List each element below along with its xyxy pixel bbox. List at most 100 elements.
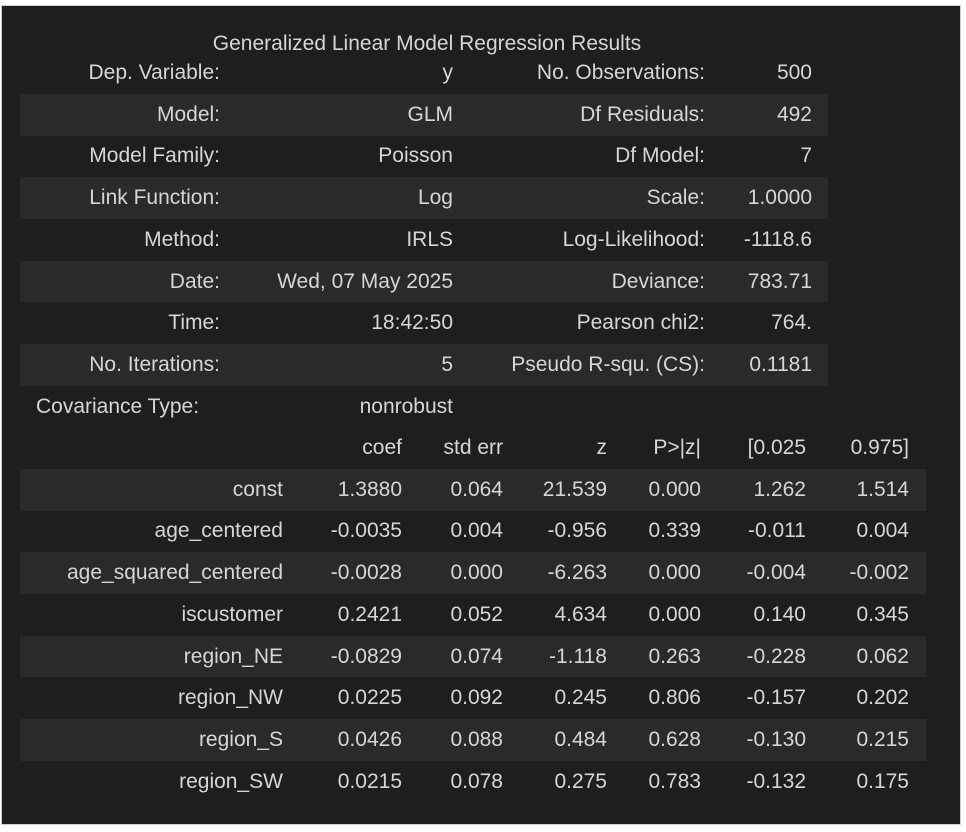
summary-value: Poisson [378,144,453,168]
coef-value: 0.0215 [337,769,402,793]
coef-value: 1.262 [753,477,806,501]
summary-value: Wed, 07 May 2025 [277,269,453,293]
coef-value: 0.074 [450,644,503,668]
coef-variable-name: const [232,477,283,501]
coef-value: 0.000 [648,477,701,501]
summary-row-stripe [20,344,828,386]
coef-value: 0.202 [856,686,909,710]
coef-value: 0.215 [856,727,909,751]
coef-value: -1.118 [549,644,607,668]
summary-value: 1.0000 [747,186,812,210]
table-title: Generalized Linear Model Regression Resu… [212,32,642,55]
summary-value: 764. [771,311,812,335]
summary-value: 783.71 [747,269,812,293]
coef-value: 0.275 [554,769,607,793]
coef-value: 0.000 [648,561,701,585]
summary-value: 0.1181 [749,352,812,376]
summary-label: Pseudo R-squ. (CS): [511,352,705,376]
coef-value: 0.078 [450,769,503,793]
coef-value: -0.002 [849,561,909,585]
coef-variable-name: iscustomer [181,602,283,626]
summary-value: -1118.6 [743,227,812,251]
coef-value: 0.484 [554,727,607,751]
coef-value: 21.539 [542,477,607,501]
summary-row-stripe [20,93,828,136]
summary-value: y [442,61,454,84]
coef-value: 0.0426 [337,727,402,751]
coef-variable-name: region_NE [183,644,283,668]
summary-value: 492 [776,102,812,126]
coef-value: 0.628 [648,727,701,751]
summary-value: Log [417,186,453,210]
coef-value: 1.3880 [337,477,402,501]
coef-value: -0.132 [746,769,806,793]
coef-value: 0.339 [648,519,701,543]
coef-value: 0.062 [856,644,909,668]
coef-variable-name: region_SW [179,769,283,793]
coef-value: -0.228 [746,644,806,668]
coef-header-3: P>|z| [653,436,701,459]
coef-value: -0.004 [746,561,806,585]
summary-label: Date: [169,269,220,293]
coef-value: 0.2421 [337,602,402,626]
coef-value: 1.514 [856,477,909,501]
summary-label: No. Iterations: [89,352,220,376]
coef-value: -0.0035 [330,519,402,543]
coef-header-1: std err [443,436,503,459]
summary-label: Dep. Variable: [88,61,220,84]
summary-value: IRLS [406,227,453,251]
coef-value: -0.956 [547,519,607,543]
summary-label: Scale: [646,186,705,210]
summary-value: nonrobust [359,394,453,418]
coef-value: 0.000 [450,561,503,585]
coef-row-stripe [20,468,926,511]
coef-value: 0.245 [554,686,607,710]
coef-variable-name: region_NW [177,686,283,710]
coef-value: 0.004 [450,519,503,543]
coef-header-5: 0.975] [850,436,909,459]
output-panel: Generalized Linear Model Regression Resu… [2,6,960,824]
summary-label: Pearson chi2: [576,311,705,335]
summary-value: 500 [776,61,812,84]
coef-variable-name: age_squared_centered [66,561,283,585]
summary-row-stripe [20,177,828,219]
coef-value: 4.634 [554,602,607,626]
coef-value: 0.263 [648,644,701,668]
summary-label: No. Observations: [536,61,705,84]
coef-value: -0.0028 [330,561,402,585]
coef-value: -0.0829 [330,644,402,668]
coef-value: -6.263 [547,561,607,585]
coef-value: 0.345 [856,602,909,626]
coef-variable-name: region_S [198,727,283,751]
coef-variable-name: age_centered [154,519,283,543]
coef-value: 0.092 [450,686,503,710]
summary-label: Log-Likelihood: [562,227,705,251]
coef-value: 0.052 [450,602,503,626]
summary-value: 7 [800,144,812,168]
summary-label: Time: [168,311,220,335]
summary-label: Covariance Type: [36,394,200,418]
summary-label: Link Function: [89,186,220,210]
coef-header-0: coef [362,436,402,459]
summary-label: Df Model: [615,144,705,168]
summary-label: Df Residuals: [580,102,705,126]
summary-label: Model Family: [89,144,220,168]
coef-value: 0.004 [856,519,909,543]
coef-row-stripe [20,719,926,761]
coef-value: 0.140 [753,602,806,626]
summary-label: Method: [144,227,220,251]
coef-value: 0.806 [648,686,701,710]
summary-value: 5 [441,352,453,376]
coef-value: -0.157 [746,686,806,710]
coef-value: 0.088 [450,727,503,751]
summary-row-stripe [20,260,828,303]
summary-label: Deviance: [611,269,705,293]
coef-value: 0.783 [648,769,701,793]
coef-value: 0.000 [648,602,701,626]
coef-value: -0.011 [748,519,806,543]
coef-header-4: [0.025 [747,436,806,459]
coef-row-stripe [20,552,926,594]
summary-label: Model: [156,102,220,126]
summary-value: 18:42:50 [371,311,453,335]
coef-row-stripe [20,635,926,678]
